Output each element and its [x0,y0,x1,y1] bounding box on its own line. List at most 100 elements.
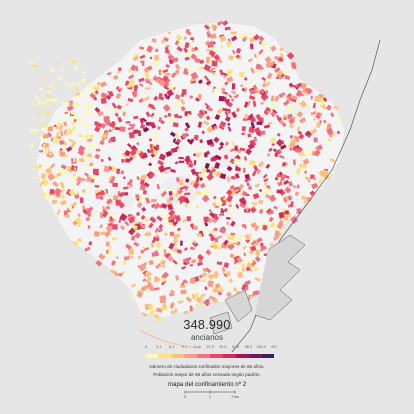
census-block [170,72,177,78]
census-block [248,250,254,255]
census-block [231,141,236,147]
census-block [253,33,260,41]
census-block [122,111,126,117]
census-block [43,192,52,201]
census-block [127,214,132,217]
census-block [236,256,243,264]
census-block [266,153,271,157]
census-block [249,245,257,252]
census-block [287,114,291,120]
census-block [103,165,110,173]
census-block [39,180,45,187]
census-block [178,160,185,163]
census-block [169,131,176,138]
census-block [222,48,226,52]
census-block [107,250,115,257]
coastline [139,39,381,353]
census-block [204,221,209,227]
census-block [78,118,82,122]
census-block [36,112,40,116]
census-block [158,95,165,101]
census-block [165,63,171,69]
census-block [255,113,262,121]
census-block [179,195,186,201]
census-block [325,104,332,111]
census-block [42,115,45,118]
census-block [201,194,210,203]
total-elderly-unit: ancianos [190,333,224,342]
census-block [309,190,316,196]
census-block [211,60,218,67]
total-elderly-count: 348.990 [183,318,231,332]
census-block [218,286,223,292]
census-block [222,74,227,79]
census-block [275,76,279,79]
census-block [274,176,279,181]
census-block [241,283,247,291]
census-block [257,131,261,136]
census-block [190,168,197,176]
census-block [132,225,138,230]
census-block [135,65,139,72]
legend-tick-label: 421 [270,345,278,349]
census-block [174,93,181,100]
census-block [160,295,167,301]
census-block [218,95,225,102]
census-block [172,247,179,253]
census-block [174,40,180,46]
census-block [181,266,187,270]
census-block [234,173,240,179]
census-block [241,223,246,228]
census-block [74,66,78,70]
census-block [145,111,151,118]
census-block [67,89,70,92]
census-block [127,181,132,186]
census-block [136,290,144,299]
census-block [138,98,144,104]
census-block [189,305,193,312]
census-block [191,240,199,248]
census-block [135,194,140,199]
census-block [43,143,46,146]
census-block [283,117,287,121]
census-block [125,103,129,106]
census-block [89,89,94,93]
census-block [86,138,93,143]
census-block [226,221,230,226]
census-block [158,69,162,75]
census-block [250,122,256,129]
census-block [253,202,257,208]
census-block [145,276,152,284]
census-block [149,108,155,114]
census-block [148,171,156,179]
census-block [99,139,105,146]
census-block [226,216,231,220]
census-block [181,213,186,219]
census-block [278,171,283,176]
census-block [68,188,76,196]
census-block [73,158,76,163]
census-block [310,110,317,116]
census-block [172,57,179,63]
census-block [43,171,47,173]
census-block [169,83,175,89]
census-block [140,174,147,181]
census-block [210,45,217,52]
census-block [101,255,106,259]
census-block [135,211,141,217]
census-block [149,285,154,292]
census-block [164,166,171,171]
census-block [241,126,246,132]
census-block [106,198,111,202]
census-block [119,126,126,132]
census-block [39,87,42,91]
census-block [142,126,149,133]
legend-swatch [197,354,210,358]
census-block [226,271,231,277]
census-block [115,92,122,100]
census-block [176,177,180,183]
census-block [249,206,257,214]
census-block [288,118,295,125]
census-block [72,126,76,131]
census-block [212,244,217,248]
